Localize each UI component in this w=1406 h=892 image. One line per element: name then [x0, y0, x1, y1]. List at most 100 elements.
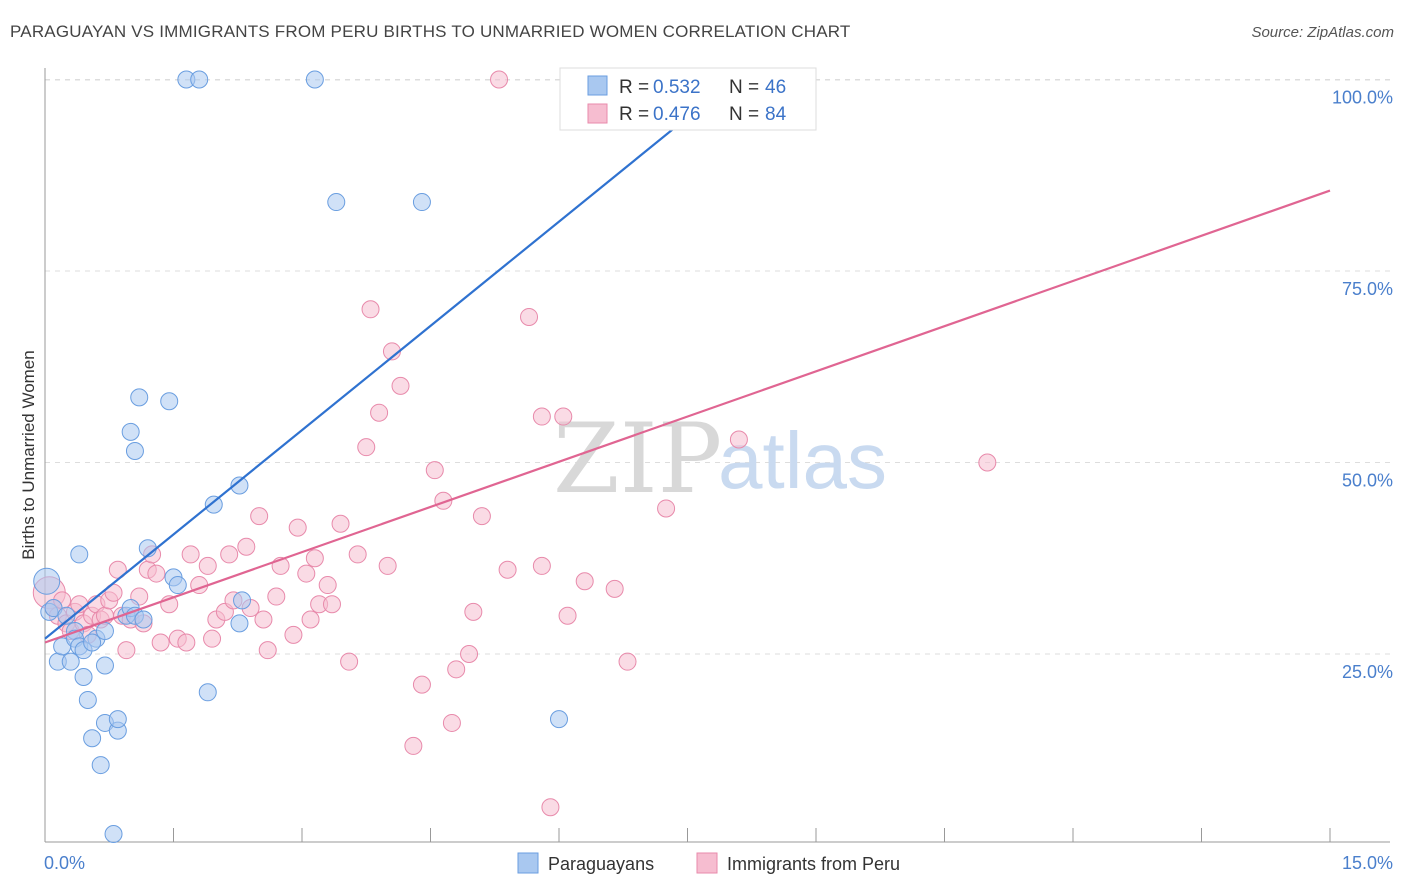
correlation-legend: R = 0.532 N = 46 R = 0.476 N = 84: [559, 67, 817, 131]
paraguayan-point-40: [327, 193, 346, 212]
peru-point-78: [605, 579, 624, 598]
peru-point-57: [370, 403, 389, 422]
paraguayan-point-29: [160, 392, 179, 411]
legend-n-label-2: N =: [729, 104, 759, 125]
paraguayan-point-18: [95, 656, 114, 675]
watermark-zip: ZIP: [553, 403, 722, 515]
peru-point-46: [297, 564, 316, 583]
peru-point-18: [117, 641, 136, 660]
paraguayan-point-25: [125, 442, 144, 461]
peru-point-55: [357, 438, 376, 457]
paraguayan-point-11: [70, 545, 89, 564]
peru-point-71: [532, 556, 551, 575]
paraguayan-point-12: [74, 667, 93, 686]
peru-point-62: [412, 675, 431, 694]
peru-point-74: [541, 798, 560, 817]
paraguayan-point-34: [198, 683, 217, 702]
peru-point-45: [288, 518, 307, 537]
peru-point-83: [490, 70, 509, 89]
y-tick-label-2: 75.0%: [1342, 279, 1393, 299]
peru-point-72: [520, 307, 539, 326]
y-axis-label: Births to Unmarried Women: [19, 350, 38, 559]
peru-point-37: [237, 537, 256, 556]
peru-point-51: [322, 595, 341, 614]
peru-point-77: [575, 572, 594, 591]
peru-point-42: [267, 587, 286, 606]
paraguayan-point-13: [78, 690, 97, 709]
y-tick-labels: 25.0% 50.0% 75.0% 100.0%: [1332, 88, 1393, 683]
peru-point-29: [181, 545, 200, 564]
x-tick-labels: 0.0% 15.0%: [44, 853, 1393, 873]
paraguayan-point-20: [108, 710, 127, 729]
paraguayan-point-21: [104, 825, 123, 844]
paraguayan-point-37: [230, 614, 249, 633]
watermark: ZIP atlas: [553, 403, 887, 515]
peru-point-61: [404, 736, 423, 755]
peru-point-39: [250, 507, 269, 526]
paraguayan-point-45: [134, 610, 153, 629]
peru-point-65: [442, 713, 461, 732]
legend-r-value-1: 0.532: [653, 77, 701, 98]
peru-point-81: [729, 430, 748, 449]
peru-point-82: [978, 453, 997, 472]
paraguayan-point-31: [168, 576, 187, 595]
trend-lines: [44, 74, 1331, 644]
peru-point-70: [498, 560, 517, 579]
peru-point-40: [254, 610, 273, 629]
paraguayan-point-44: [83, 633, 102, 652]
peru-point-47: [301, 610, 320, 629]
peru-point-44: [284, 625, 303, 644]
peru-point-28: [177, 633, 196, 652]
peru-point-48: [305, 549, 324, 568]
grid-lines: [45, 79, 1390, 655]
trend-line-paraguayans: [44, 74, 740, 640]
paraguayan-point-39: [305, 70, 324, 89]
peru-point-60: [391, 376, 410, 395]
peru-point-58: [378, 556, 397, 575]
peru-point-69: [464, 602, 483, 621]
series-legend: Paraguayans Immigrants from Peru: [517, 852, 900, 874]
peru-point-54: [348, 545, 367, 564]
paraguayan-point-41: [412, 193, 431, 212]
legend-n-value-2: 84: [765, 104, 787, 125]
legend-swatch-pink: [587, 103, 608, 124]
peru-point-76: [558, 606, 577, 625]
legend-n-value-1: 46: [765, 77, 786, 98]
legend-r-label-1: R =: [619, 77, 649, 98]
y-tick-label-0: 25.0%: [1342, 662, 1393, 682]
paraguayan-point-27: [130, 388, 149, 407]
trend-line-peru: [44, 189, 1331, 644]
peru-point-31: [198, 556, 217, 575]
y-tick-label-3: 100.0%: [1332, 88, 1393, 108]
peru-point-32: [203, 629, 222, 648]
bottom-legend-swatch-peru: [696, 852, 718, 874]
paraguayan-point-16: [91, 756, 110, 775]
peru-point-80: [657, 499, 676, 518]
peru-point-50: [318, 576, 337, 595]
peru-point-68: [472, 507, 491, 526]
paraguayan-point-42: [550, 710, 568, 729]
paraguayan-point-35: [204, 495, 223, 514]
peru-point-66: [447, 660, 466, 679]
bottom-legend-paraguayans: Paraguayans: [548, 854, 654, 874]
paraguayan-point-38: [233, 591, 252, 610]
peru-point-52: [331, 514, 350, 533]
legend-swatch-blue: [587, 75, 608, 96]
paraguayan-point-33: [190, 70, 209, 89]
peru-point-35: [220, 545, 239, 564]
chart-title: PARAGUAYAN VS IMMIGRANTS FROM PERU BIRTH…: [10, 22, 851, 41]
x-tick-label-min: 0.0%: [44, 853, 85, 873]
bottom-legend-peru: Immigrants from Peru: [727, 854, 900, 874]
peru-point-63: [425, 461, 444, 480]
legend-r-value-2: 0.476: [653, 104, 701, 125]
watermark-atlas: atlas: [718, 416, 887, 505]
peru-point-56: [361, 300, 380, 319]
paraguayan-point-24: [121, 422, 140, 441]
peru-point-25: [151, 633, 170, 652]
chart-source: Source: ZipAtlas.com: [1251, 24, 1394, 41]
paraguayan-point-6: [61, 652, 80, 671]
legend-n-label-1: N =: [729, 77, 759, 98]
bottom-legend-swatch-paraguayans: [517, 852, 539, 874]
axes: [44, 68, 1390, 843]
peru-point-41: [258, 641, 277, 660]
